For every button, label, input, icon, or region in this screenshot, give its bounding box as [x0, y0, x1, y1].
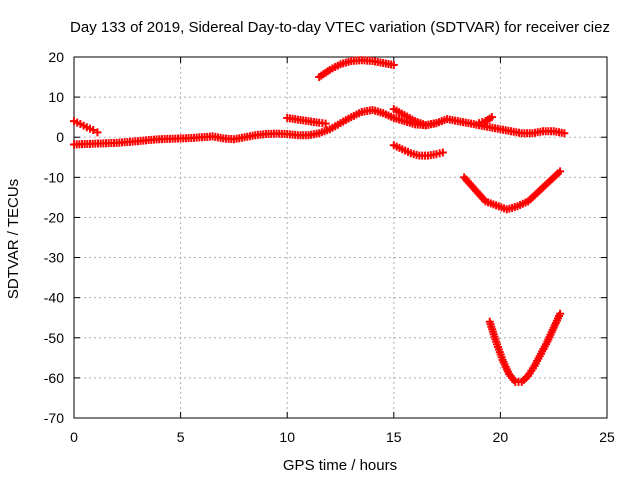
y-tick-label: -40	[44, 290, 64, 306]
data-point	[389, 61, 398, 70]
x-tick-label: 20	[493, 429, 509, 445]
y-tick-label: 10	[48, 89, 64, 105]
x-tick-label: 0	[70, 429, 78, 445]
series-arc-5	[389, 105, 569, 138]
y-axis-label: SDTVAR / TECUs	[5, 179, 22, 299]
x-tick-label: 15	[386, 429, 402, 445]
data-point	[438, 148, 447, 157]
y-tick-label: -50	[44, 330, 64, 346]
data-point	[89, 126, 98, 135]
series-arc-6	[475, 113, 496, 128]
data-point	[93, 128, 102, 137]
series-arc-8	[460, 167, 565, 214]
series-arc-4	[315, 56, 398, 82]
series-arc-3	[283, 113, 330, 128]
data-point	[487, 113, 496, 122]
x-tick-label: 10	[279, 429, 295, 445]
data-point	[556, 309, 565, 318]
data-point	[560, 129, 569, 138]
y-tick-label: -10	[44, 169, 64, 185]
x-axis-label: GPS time / hours	[283, 457, 397, 474]
y-tick-label: -30	[44, 250, 64, 266]
series-arc-2	[70, 105, 441, 149]
chart-title: Day 133 of 2019, Sidereal Day-to-day VTE…	[70, 19, 610, 36]
series-arc-7	[389, 141, 447, 160]
x-tick-label: 25	[599, 429, 615, 445]
data-points	[70, 56, 569, 386]
y-tick-label: -70	[44, 410, 64, 426]
x-tick-label: 5	[177, 429, 185, 445]
data-point	[321, 119, 330, 128]
y-tick-label: 0	[56, 129, 64, 145]
plot-frame	[73, 56, 608, 419]
series-arc-1	[70, 117, 102, 137]
y-tick-label: 20	[48, 49, 64, 65]
data-point	[556, 167, 565, 176]
y-tick-label: -60	[44, 370, 64, 386]
y-tick-label: -20	[44, 209, 64, 225]
axis-ticks: 0 5 10 15 20 25 -70 -60 -50 -40 -30 -20 -10 0 10 20	[44, 49, 615, 445]
series-arc-9	[485, 309, 565, 386]
